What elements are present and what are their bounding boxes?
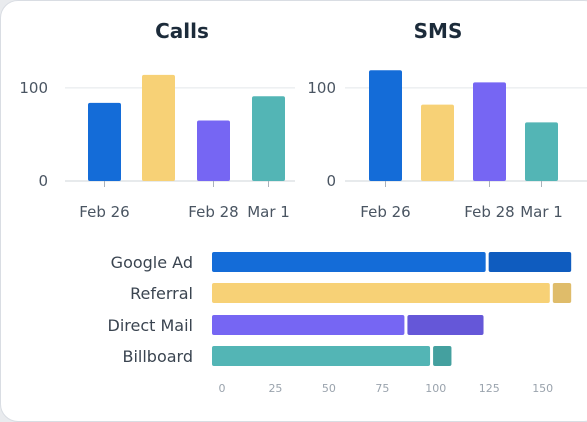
y-tick-label: 100 bbox=[19, 79, 48, 97]
chart-title: Calls bbox=[155, 19, 209, 43]
x-tick-label: Mar 1 bbox=[520, 203, 563, 221]
bar-0-0 bbox=[88, 102, 121, 181]
x-tick-label: Feb 26 bbox=[360, 203, 410, 221]
bar-1-1 bbox=[421, 104, 454, 181]
x-tick-label: 0 bbox=[219, 382, 226, 395]
bar-segment-2-0 bbox=[212, 315, 405, 335]
category-label: Referral bbox=[130, 284, 193, 303]
bar-segment-3-0 bbox=[212, 346, 431, 366]
bar-1-3 bbox=[525, 122, 558, 181]
x-tick-label: Feb 26 bbox=[79, 203, 129, 221]
calls-chart: Calls 0 100 Feb 26 Feb 28 Mar 1 bbox=[19, 19, 295, 221]
bar-segment-0-1 bbox=[488, 252, 572, 272]
sms-chart: SMS 0 100 Feb 26 Feb 28 Mar 1 bbox=[307, 19, 587, 221]
y-tick-label: 0 bbox=[326, 172, 336, 190]
category-label: Direct Mail bbox=[108, 316, 194, 335]
bar-segment-1-0 bbox=[212, 283, 550, 303]
x-tick-label: 50 bbox=[322, 382, 336, 395]
y-tick-label: 0 bbox=[38, 172, 48, 190]
x-tick-label: 25 bbox=[268, 382, 282, 395]
x-tick-label: 100 bbox=[425, 382, 446, 395]
y-tick-label: 100 bbox=[307, 79, 336, 97]
x-tick-label: 150 bbox=[532, 382, 553, 395]
lead-source-chart: Google Ad Referral Direct Mail Billboard 0 25… bbox=[108, 252, 572, 395]
charts-canvas: Calls 0 100 Feb 26 Feb 28 Mar 1 SMS 0 100 Feb 26… bbox=[19, 19, 587, 395]
bar-0-2 bbox=[197, 120, 230, 181]
bar-0-3 bbox=[252, 96, 285, 181]
bar-segment-2-1 bbox=[407, 315, 484, 335]
bar-1-2 bbox=[473, 82, 506, 181]
x-tick-label: Mar 1 bbox=[247, 203, 290, 221]
chart-title: SMS bbox=[414, 19, 463, 43]
category-label: Google Ad bbox=[111, 253, 193, 272]
bar-segment-3-1 bbox=[433, 346, 452, 366]
bar-0-1 bbox=[142, 74, 175, 181]
bar-segment-0-0 bbox=[212, 252, 486, 272]
x-tick-label: Feb 28 bbox=[464, 203, 514, 221]
bar-segment-1-1 bbox=[552, 283, 572, 303]
bar-1-0 bbox=[369, 70, 402, 181]
x-tick-label: Feb 28 bbox=[188, 203, 238, 221]
x-tick-label: 125 bbox=[479, 382, 500, 395]
x-tick-label: 75 bbox=[375, 382, 389, 395]
category-label: Billboard bbox=[122, 347, 193, 366]
